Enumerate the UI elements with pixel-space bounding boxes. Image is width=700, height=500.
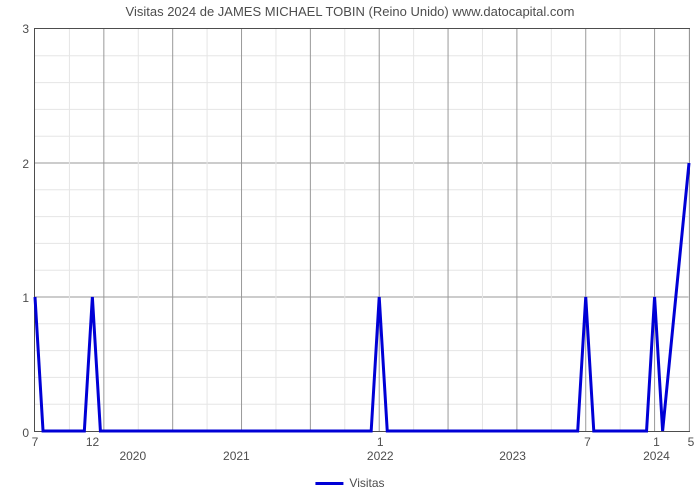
x-tick-label: 12 — [86, 431, 99, 449]
y-tick-label: 1 — [22, 291, 35, 305]
y-tick-label: 3 — [22, 22, 35, 36]
x-tick-label: 5 — [688, 431, 695, 449]
chart-title: Visitas 2024 de JAMES MICHAEL TOBIN (Rei… — [0, 4, 700, 19]
legend-label: Visitas — [349, 476, 384, 490]
x-tick-label: 1 — [653, 431, 660, 449]
x-year-label: 2023 — [499, 449, 526, 463]
y-tick-label: 2 — [22, 157, 35, 171]
legend-swatch — [315, 482, 343, 485]
chart-container: { "chart": { "type": "line", "title": "V… — [0, 0, 700, 500]
x-year-label: 2024 — [643, 449, 670, 463]
x-tick-label: 1 — [377, 431, 384, 449]
x-tick-label: 7 — [584, 431, 591, 449]
legend: Visitas — [315, 476, 384, 490]
x-year-label: 2022 — [367, 449, 394, 463]
x-year-label: 2021 — [223, 449, 250, 463]
plot-area: 0123712171520202021202220232024 — [34, 28, 690, 432]
x-tick-label: 7 — [32, 431, 39, 449]
x-year-label: 2020 — [119, 449, 146, 463]
chart-svg — [35, 29, 689, 431]
